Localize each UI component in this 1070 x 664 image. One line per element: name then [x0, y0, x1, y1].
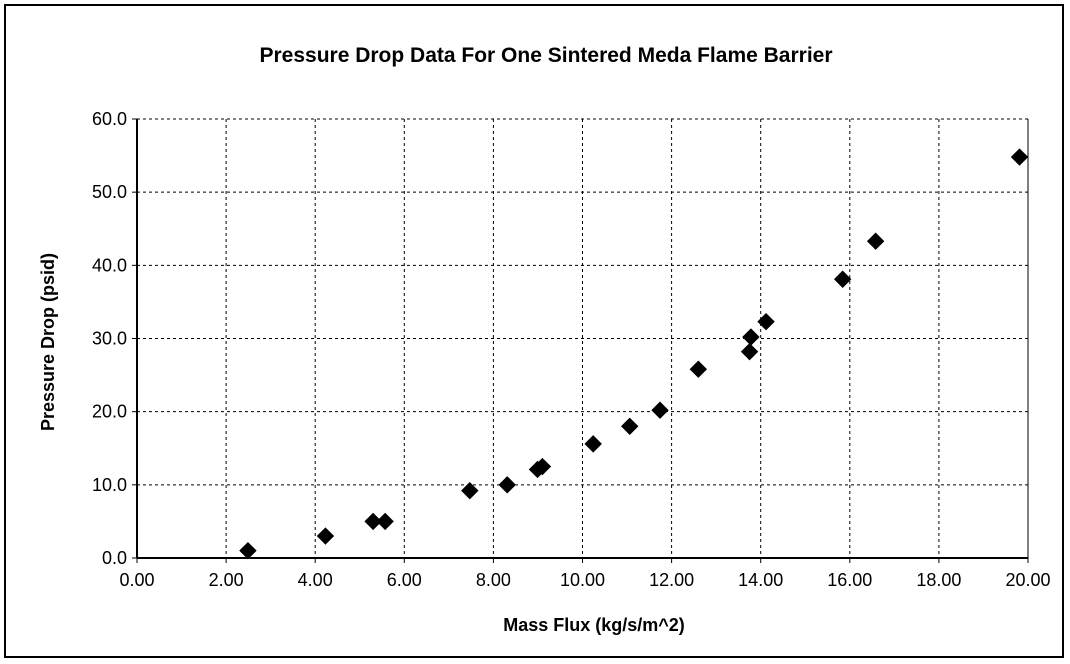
- data-point: [740, 342, 759, 361]
- data-point: [584, 435, 602, 453]
- y-tick-label: 60.0: [92, 109, 127, 129]
- chart-title: Pressure Drop Data For One Sintered Meda…: [259, 44, 832, 67]
- x-tick-label: 10.00: [560, 570, 605, 590]
- x-tick-label: 0.00: [119, 570, 154, 590]
- x-tick-label: 4.00: [298, 570, 333, 590]
- x-tick-label: 18.00: [916, 570, 961, 590]
- x-tick-label: 20.00: [1005, 570, 1050, 590]
- x-axis-title: Mass Flux (kg/s/m^2): [503, 615, 685, 635]
- data-point: [1010, 148, 1029, 166]
- data-point: [621, 417, 639, 436]
- axes: [132, 118, 1029, 563]
- data-point: [866, 232, 885, 250]
- y-tick-label: 30.0: [92, 329, 127, 349]
- data-point: [376, 512, 394, 531]
- grid: [137, 118, 1028, 558]
- data-point: [316, 527, 335, 545]
- x-tick-label: 2.00: [209, 570, 244, 590]
- x-tick-label: 8.00: [476, 570, 511, 590]
- y-axis-title: Pressure Drop (psid): [38, 253, 58, 431]
- x-tick-label: 6.00: [387, 570, 422, 590]
- data-point: [498, 476, 516, 494]
- data-point: [364, 512, 382, 531]
- y-tick-label: 50.0: [92, 182, 127, 202]
- data-point: [689, 360, 708, 378]
- data-point: [651, 401, 669, 419]
- data-point: [461, 481, 479, 500]
- data-point: [833, 270, 852, 288]
- x-tick-label: 12.00: [649, 570, 694, 590]
- chart-frame: Pressure Drop Data For One Sintered Meda…: [4, 4, 1064, 658]
- y-tick-label: 10.0: [92, 475, 127, 495]
- y-tick-label: 40.0: [92, 255, 127, 275]
- tick-labels: 0.00 2.00 4.00 6.00 8.00 10.00 12.00 14.00 16.00…: [92, 109, 1051, 590]
- data-point: [533, 457, 552, 476]
- x-tick-label: 14.00: [738, 570, 783, 590]
- data-point: [757, 312, 775, 331]
- data-point: [742, 328, 760, 346]
- data-point: [239, 541, 257, 560]
- x-tick-label: 16.00: [827, 570, 872, 590]
- y-tick-label: 20.0: [92, 402, 127, 422]
- data-points: [239, 148, 1029, 560]
- y-tick-label: 0.0: [102, 548, 127, 568]
- scatter-chart: Pressure Drop Data For One Sintered Meda…: [38, 44, 1051, 635]
